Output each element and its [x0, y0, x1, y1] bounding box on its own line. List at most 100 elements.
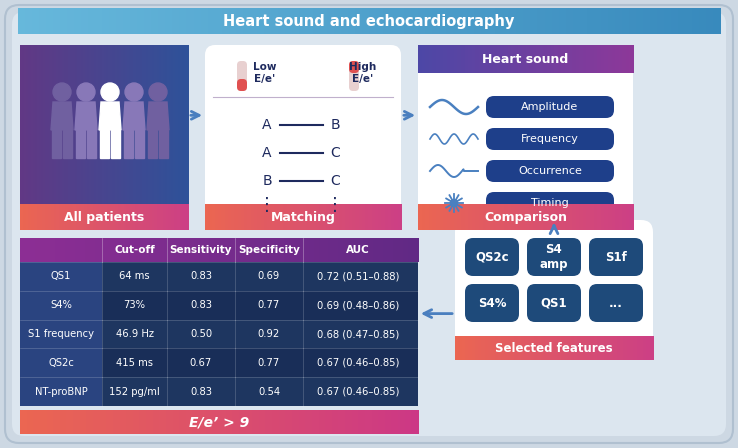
- Bar: [577, 336, 582, 360]
- Bar: [493, 45, 497, 73]
- Bar: [207, 8, 215, 34]
- Bar: [46, 410, 54, 434]
- Bar: [454, 204, 458, 230]
- Bar: [418, 8, 426, 34]
- Bar: [82, 204, 85, 230]
- Bar: [587, 45, 591, 73]
- Bar: [403, 238, 409, 262]
- FancyBboxPatch shape: [20, 238, 418, 406]
- Bar: [429, 45, 433, 73]
- Bar: [251, 204, 255, 230]
- Bar: [497, 204, 501, 230]
- Bar: [436, 45, 441, 73]
- Text: 0.83: 0.83: [190, 300, 212, 310]
- Bar: [531, 8, 538, 34]
- Bar: [504, 45, 508, 73]
- Text: 0.77: 0.77: [258, 300, 280, 310]
- Bar: [584, 336, 587, 360]
- Circle shape: [77, 83, 95, 101]
- Bar: [60, 238, 66, 262]
- Bar: [490, 45, 494, 73]
- Polygon shape: [123, 102, 145, 130]
- Bar: [89, 238, 95, 262]
- Bar: [500, 204, 505, 230]
- Text: Heart sound: Heart sound: [483, 52, 568, 65]
- Bar: [129, 238, 135, 262]
- Bar: [134, 45, 137, 230]
- Bar: [443, 45, 447, 73]
- Bar: [185, 204, 189, 230]
- Bar: [481, 336, 486, 360]
- Text: A: A: [262, 118, 272, 132]
- Bar: [565, 204, 569, 230]
- Bar: [125, 45, 128, 230]
- Bar: [587, 8, 594, 34]
- Bar: [432, 204, 437, 230]
- Bar: [517, 8, 524, 34]
- FancyBboxPatch shape: [349, 61, 359, 91]
- Bar: [178, 45, 180, 230]
- Bar: [231, 204, 235, 230]
- Bar: [524, 336, 528, 360]
- Bar: [179, 410, 187, 434]
- Bar: [53, 410, 61, 434]
- Bar: [355, 8, 363, 34]
- Bar: [115, 204, 119, 230]
- Bar: [349, 204, 353, 230]
- Text: Sensitivity: Sensitivity: [170, 245, 232, 255]
- Bar: [461, 336, 466, 360]
- Bar: [562, 204, 566, 230]
- Bar: [508, 204, 512, 230]
- Bar: [429, 204, 433, 230]
- Bar: [378, 238, 384, 262]
- Bar: [319, 238, 324, 262]
- Bar: [73, 410, 80, 434]
- Bar: [425, 204, 430, 230]
- Bar: [114, 45, 117, 230]
- Bar: [112, 45, 115, 230]
- Bar: [70, 238, 75, 262]
- Bar: [63, 130, 72, 158]
- Bar: [134, 238, 140, 262]
- Bar: [30, 45, 33, 230]
- Bar: [593, 45, 598, 73]
- Bar: [46, 8, 54, 34]
- Bar: [329, 204, 333, 230]
- Bar: [564, 336, 568, 360]
- Bar: [135, 204, 139, 230]
- Bar: [483, 45, 487, 73]
- Bar: [383, 238, 389, 262]
- Bar: [630, 204, 634, 230]
- Bar: [572, 45, 576, 73]
- Bar: [334, 238, 339, 262]
- Bar: [514, 336, 519, 360]
- Bar: [76, 204, 80, 230]
- Bar: [323, 204, 327, 230]
- Bar: [186, 410, 193, 434]
- Bar: [135, 130, 144, 158]
- Bar: [421, 204, 426, 230]
- Bar: [20, 204, 24, 230]
- Bar: [277, 8, 286, 34]
- Bar: [495, 8, 503, 34]
- Bar: [565, 45, 569, 73]
- Bar: [543, 45, 548, 73]
- Bar: [601, 8, 608, 34]
- Bar: [111, 130, 120, 158]
- Bar: [271, 8, 278, 34]
- Bar: [79, 45, 82, 230]
- Bar: [60, 8, 68, 34]
- Bar: [112, 204, 116, 230]
- Bar: [525, 204, 530, 230]
- Bar: [75, 45, 77, 230]
- Bar: [267, 204, 271, 230]
- Bar: [259, 238, 265, 262]
- Bar: [483, 204, 487, 230]
- Bar: [529, 45, 534, 73]
- Bar: [300, 204, 304, 230]
- Bar: [607, 8, 615, 34]
- Bar: [612, 204, 616, 230]
- Bar: [244, 238, 249, 262]
- Bar: [40, 410, 47, 434]
- Bar: [488, 336, 492, 360]
